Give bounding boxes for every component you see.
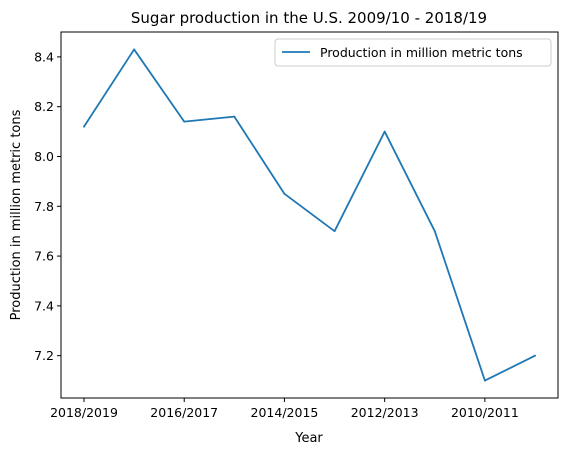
x-tick-label: 2016/2017 [150,405,218,420]
data-point [383,130,386,133]
x-tick-label: 2012/2013 [351,405,419,420]
x-tick-label: 2010/2011 [451,405,519,420]
chart-title: Sugar production in the U.S. 2009/10 - 2… [131,9,487,27]
y-tick-label: 8.4 [34,49,54,64]
data-point [83,125,85,128]
data-point [483,379,486,382]
y-tick-label: 7.6 [34,249,54,264]
series-line [83,48,536,382]
data-point [333,230,336,233]
data-point [133,48,136,51]
data-point [534,354,536,357]
y-tick-label: 7.8 [34,199,54,214]
plot-area [60,31,559,399]
x-axis: 2018/2019 2016/2017 2014/2015 2012/2013 2010… [50,398,519,420]
legend-label: Production in million metric tons [320,45,523,60]
y-axis-label: Production in million metric tons [9,109,24,320]
x-axis-label: Year [294,431,323,446]
y-tick-label: 8.0 [34,149,54,164]
data-point [433,230,436,233]
y-tick-label: 7.4 [34,298,54,313]
data-point [283,192,286,195]
x-tick-label: 2018/2019 [50,405,118,420]
legend-box [274,38,552,67]
x-tick-label: 2014/2015 [251,405,319,420]
series-group [83,48,536,382]
y-tick-label: 8.2 [34,99,54,114]
data-point [233,115,236,118]
y-axis: 7.2 7.4 7.6 7.8 8.0 8.2 8.4 [34,49,61,363]
legend: Production in million metric tons [274,38,552,67]
data-point [183,120,186,123]
y-tick-label: 7.2 [34,348,54,363]
